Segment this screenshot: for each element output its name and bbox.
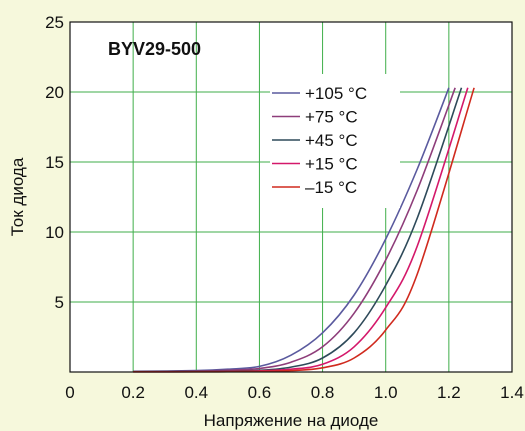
x-axis-title: Напряжение на диоде [204, 411, 379, 430]
legend-label: +105 °C [305, 84, 367, 103]
chart-annotation: BYV29-500 [108, 39, 201, 59]
x-tick-label: 1.0 [374, 383, 398, 402]
x-tick-label: 0.2 [121, 383, 145, 402]
y-axis-title: Ток диода [8, 157, 27, 236]
x-tick-label: 0.4 [184, 383, 208, 402]
x-tick-label: 0 [65, 383, 74, 402]
legend: +105 °C +75 °C +45 °C +15 °C –15 °C [272, 84, 367, 197]
y-tick-label: 15 [45, 153, 64, 172]
legend-label: –15 °C [305, 178, 357, 197]
plot-frame [69, 21, 513, 373]
y-tick-label: 5 [55, 293, 64, 312]
x-tick-label: 1.4 [500, 383, 524, 402]
y-tick-label: 20 [45, 83, 64, 102]
legend-label: +45 °C [305, 131, 358, 150]
x-tick-label: 0.6 [248, 383, 272, 402]
x-tick-label: 0.8 [311, 383, 335, 402]
x-tick-label: 1.2 [437, 383, 461, 402]
legend-label: +15 °C [305, 155, 358, 174]
axes [69, 21, 513, 373]
legend-label: +75 °C [305, 108, 358, 127]
legend-box [270, 74, 400, 208]
y-tick-label: 25 [45, 13, 64, 32]
y-tick-label: 10 [45, 223, 64, 242]
tick-labels: 0 0.2 0.4 0.6 0.8 1.0 1.2 1.4 5 10 15 20 25 [45, 13, 524, 402]
